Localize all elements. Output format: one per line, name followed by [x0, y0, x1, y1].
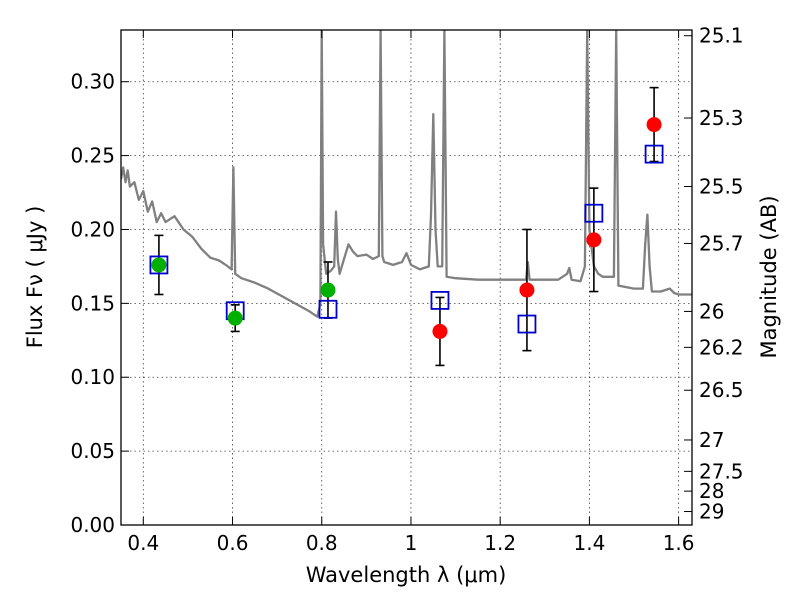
magnitude-tick-label: 27.5 — [699, 459, 744, 483]
magnitude-tick-label: 26.2 — [699, 335, 744, 359]
y-tick-label: 0.00 — [70, 513, 115, 537]
right-axis-title: Magnitude (AB) — [757, 195, 781, 358]
plot-frame — [120, 29, 693, 526]
magnitude-tick-label: 29 — [699, 500, 724, 524]
x-tick-label: 0.8 — [306, 531, 338, 555]
magnitude-tick-label: 28 — [699, 479, 724, 503]
error-bars — [154, 86, 659, 367]
model-square-marker — [318, 299, 338, 319]
y-tick-label: 0.15 — [70, 291, 115, 315]
x-tick-label: 1.6 — [663, 531, 695, 555]
model-square-marker — [430, 291, 450, 310]
x-axis-title: Wavelength λ (μm) — [306, 563, 507, 587]
magnitude-tick-label: 25.3 — [699, 106, 744, 130]
y-tick-label: 0.20 — [70, 217, 115, 241]
red-data-point — [432, 323, 448, 339]
green-data-point — [320, 282, 336, 298]
magnitude-tick-label: 25.5 — [699, 174, 744, 198]
y-tick-label: 0.10 — [70, 365, 115, 389]
red-data-point — [519, 282, 535, 298]
magnitude-tick-label: 26 — [699, 299, 724, 323]
grid — [121, 30, 692, 526]
model-spectrum-line — [121, 30, 692, 318]
data-points — [149, 117, 664, 339]
model-square-marker — [517, 314, 537, 334]
magnitude-tick-label: 25.7 — [699, 231, 744, 255]
model-square-marker — [644, 144, 664, 164]
magnitude-tick-label: 27 — [699, 428, 724, 452]
green-data-point — [227, 310, 243, 326]
green-data-point — [151, 257, 167, 273]
y-tick-label: 0.05 — [70, 439, 115, 463]
model-square-marker — [149, 255, 169, 275]
red-data-point — [586, 232, 602, 248]
y-axis-title: Flux Fν ( μJy ) — [23, 206, 47, 349]
x-tick-label: 1 — [405, 531, 418, 555]
x-tick-label: 1.2 — [484, 531, 516, 555]
x-tick-label: 1.4 — [573, 531, 605, 555]
model-square-marker — [584, 203, 604, 223]
y-tick-label: 0.25 — [70, 144, 115, 168]
red-data-point — [646, 117, 662, 133]
x-tick-label: 0.4 — [127, 531, 159, 555]
magnitude-tick-label: 25.1 — [699, 24, 744, 48]
y-tick-label: 0.30 — [70, 70, 115, 94]
model-spectrum — [121, 30, 692, 318]
magnitude-tick-label: 26.5 — [699, 378, 744, 402]
axis-ticks: 0.4 0.6 0.8 1 1.2 1.4 1.6 0.00 0.05 0.10 0.15 0.20 0… — [70, 24, 743, 555]
x-tick-label: 0.6 — [217, 531, 249, 555]
